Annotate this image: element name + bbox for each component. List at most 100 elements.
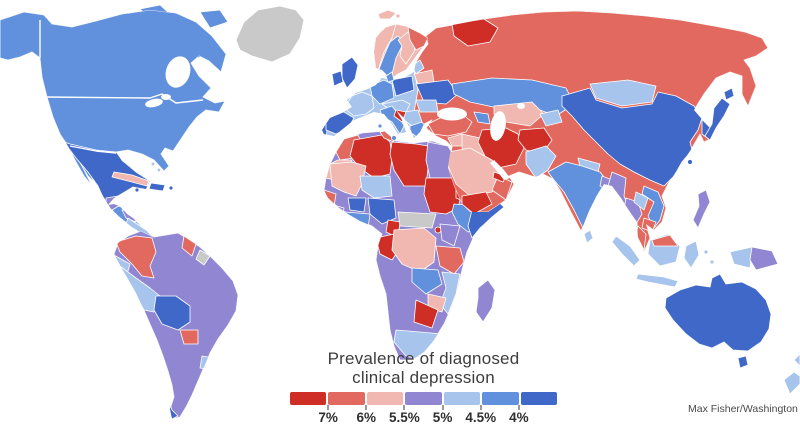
region-paraguay bbox=[179, 329, 199, 345]
region-baltics bbox=[411, 59, 425, 75]
region-puerto-rico bbox=[168, 185, 174, 191]
region-denmark bbox=[385, 71, 395, 83]
region-sardinia bbox=[377, 123, 383, 129]
region-burkina-faso bbox=[347, 197, 367, 213]
legend-title: Prevalence of diagnosed clinical depress… bbox=[290, 349, 557, 387]
legend-label-7pct: 7% bbox=[318, 410, 338, 425]
region-ireland bbox=[331, 70, 344, 87]
region-sri-lanka bbox=[583, 229, 594, 244]
legend-tick bbox=[327, 405, 330, 410]
region-new-guinea-west bbox=[729, 246, 753, 269]
region-kyrgyzstan-tajikistan bbox=[539, 109, 563, 127]
region-svalbard bbox=[395, 13, 401, 19]
region-cuba bbox=[111, 171, 150, 187]
region-pakistan bbox=[525, 145, 557, 179]
legend-tick bbox=[365, 405, 368, 410]
region-philippines bbox=[692, 189, 711, 229]
region-botswana bbox=[413, 299, 439, 329]
legend-swatch-7 bbox=[520, 392, 557, 405]
region-sicily bbox=[391, 135, 397, 141]
legend-label-4.5pct: 4.5% bbox=[465, 410, 497, 425]
great-lakes bbox=[145, 98, 163, 108]
legend-tick bbox=[517, 405, 520, 410]
region-caucasus bbox=[473, 111, 491, 125]
region-northwest-russia-patch bbox=[451, 18, 499, 47]
legend-swatch-6 bbox=[482, 392, 519, 405]
region-bahamas bbox=[150, 161, 156, 167]
legend-labels: 7% 6% 5.5% 5% 4.5% 4% bbox=[290, 410, 557, 426]
region-india bbox=[547, 161, 609, 229]
legend-label-5pct: 5% bbox=[432, 410, 453, 425]
region-oman bbox=[491, 175, 513, 201]
region-moluccas bbox=[703, 249, 709, 255]
black-sea bbox=[437, 107, 467, 121]
region-svalbard bbox=[377, 9, 397, 20]
region-poland bbox=[391, 75, 415, 97]
legend-title-line1: Prevalence of diagnosed bbox=[327, 349, 520, 368]
region-sumatra bbox=[611, 235, 641, 267]
region-bolivia bbox=[153, 295, 191, 331]
region-spain bbox=[325, 111, 355, 135]
region-central-asia bbox=[493, 101, 545, 127]
region-saudi-arabia bbox=[447, 147, 503, 197]
attribution-credit: Max Fisher/Washington bbox=[688, 403, 798, 415]
region-french-guiana bbox=[195, 249, 211, 266]
legend-swatch-4 bbox=[405, 392, 442, 405]
region-mozambique bbox=[439, 271, 461, 315]
region-sulawesi bbox=[683, 240, 700, 269]
region-hispaniola bbox=[148, 182, 166, 192]
region-car-south-sudan bbox=[397, 211, 437, 229]
legend-label-6pct: 6% bbox=[356, 410, 377, 425]
region-ukraine bbox=[415, 79, 459, 105]
legend-swatch-3 bbox=[366, 392, 404, 405]
region-kola-russia bbox=[407, 26, 428, 51]
region-madagascar bbox=[475, 279, 496, 323]
region-papua-new-guinea bbox=[749, 246, 779, 271]
region-uruguay bbox=[199, 355, 215, 371]
us-canada-border bbox=[43, 93, 204, 104]
legend: Prevalence of diagnosed clinical depress… bbox=[290, 349, 557, 426]
legend-swatch-2 bbox=[328, 392, 365, 405]
legend-color-bar bbox=[290, 392, 557, 405]
aral-sea bbox=[517, 103, 525, 109]
region-norway bbox=[374, 24, 397, 73]
legend-tick bbox=[479, 405, 482, 410]
region-niger bbox=[359, 175, 393, 199]
region-drc bbox=[391, 227, 437, 273]
region-greenland bbox=[235, 5, 305, 63]
hudson-bay bbox=[165, 56, 191, 88]
region-jamaica bbox=[134, 187, 140, 193]
region-australia bbox=[664, 273, 772, 352]
legend-swatch-1 bbox=[290, 392, 327, 405]
region-malaysia-borneo bbox=[651, 234, 679, 247]
us-mexico-border bbox=[69, 145, 117, 154]
region-uk bbox=[341, 56, 359, 89]
region-laos bbox=[633, 191, 649, 211]
region-romania bbox=[415, 99, 439, 113]
legend-ticks bbox=[290, 405, 557, 410]
legend-title-line2: clinical depression bbox=[352, 368, 495, 387]
region-ghana-ivory-coast bbox=[343, 211, 371, 229]
region-iran bbox=[477, 127, 525, 169]
region-zambia bbox=[411, 267, 443, 295]
legend-label-5.5pct: 5.5% bbox=[389, 410, 420, 425]
region-tanzania bbox=[435, 245, 465, 275]
region-yemen bbox=[461, 191, 493, 215]
region-arctic-islands bbox=[199, 9, 229, 29]
region-tasmania bbox=[737, 355, 749, 369]
region-mali bbox=[329, 161, 367, 197]
persian-gulf bbox=[490, 160, 510, 180]
region-taiwan bbox=[687, 159, 693, 165]
region-germany bbox=[369, 79, 395, 105]
legend-label-4pct: 4% bbox=[509, 410, 529, 425]
region-colombia bbox=[115, 235, 157, 279]
region-new-zealand bbox=[793, 353, 800, 367]
legend-tick bbox=[403, 405, 406, 410]
region-mongolia bbox=[589, 79, 657, 107]
region-bahamas bbox=[156, 167, 162, 173]
legend-swatch-5 bbox=[443, 392, 481, 405]
legend-tick bbox=[441, 405, 444, 410]
region-new-zealand bbox=[783, 371, 800, 395]
